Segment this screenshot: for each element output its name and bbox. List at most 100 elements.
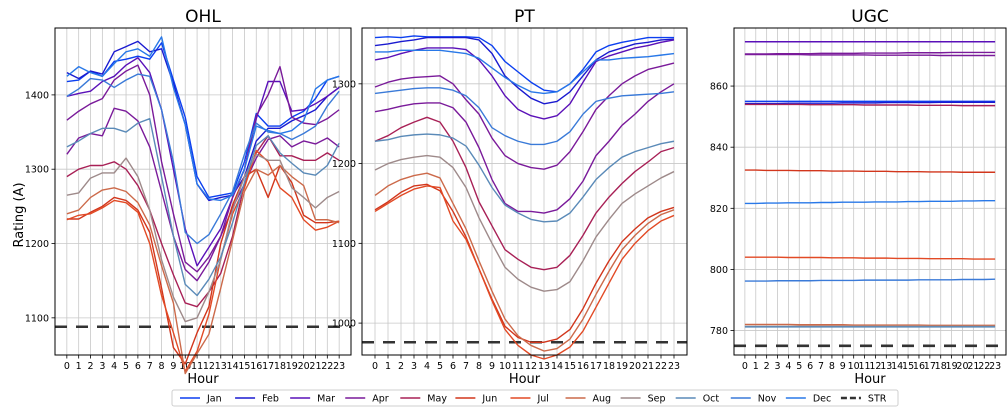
x-tick-label: 0: [372, 361, 378, 372]
x-tick-label: 21: [642, 361, 654, 372]
x-tick-label: 12: [525, 361, 537, 372]
x-tick-label: 0: [64, 361, 70, 372]
x-tick-label: 17: [590, 361, 602, 372]
x-tick-label: 22: [978, 361, 990, 372]
series-line: [66, 135, 340, 308]
x-tick-label: 22: [321, 361, 333, 372]
x-tick-label: 12: [869, 361, 881, 372]
x-tick-label: 11: [512, 361, 524, 372]
x-tick-label: 10: [179, 361, 191, 372]
y-tick-label: 820: [710, 204, 728, 215]
series-line: [744, 323, 996, 327]
series-line: [744, 103, 996, 107]
plot-frame: [54, 27, 352, 356]
x-tick-label: 15: [238, 361, 250, 372]
x-tick-label: 23: [989, 361, 1001, 372]
x-tick-label: 18: [603, 361, 615, 372]
x-tick-label: 19: [946, 361, 958, 372]
series-line: [374, 133, 675, 223]
y-tick-label: 860: [710, 82, 728, 93]
panel-title: OHL: [185, 7, 221, 27]
series-line: [66, 164, 340, 365]
y-tick-label: 1400: [25, 90, 49, 101]
panel-ugc: 0 1 2 3 4 5 6 7 8 9 101112131415161718192021222378…: [710, 7, 1007, 387]
series-line: [374, 83, 675, 214]
series-line: [744, 256, 996, 260]
x-tick-label: 7: [818, 361, 824, 372]
y-tick-label: 840: [710, 143, 728, 154]
legend-label: Sep: [648, 394, 666, 405]
x-tick-label: 21: [309, 361, 321, 372]
x-tick-label: 6: [807, 361, 813, 372]
x-tick-label: 10: [848, 361, 860, 372]
x-tick-label: 16: [250, 361, 262, 372]
x-tick-label: 2: [87, 361, 93, 372]
x-tick-label: 6: [135, 361, 141, 372]
x-tick-label: 20: [629, 361, 641, 372]
legend-box: [171, 389, 899, 407]
y-tick-label: 1200: [332, 159, 356, 170]
x-tick-label: 15: [902, 361, 914, 372]
legend-label: Feb: [262, 394, 279, 405]
series-line: [744, 278, 996, 282]
x-tick-label: 9: [840, 361, 846, 372]
series-line: [375, 49, 675, 95]
x-tick-label: 15: [564, 361, 576, 372]
series-line: [744, 169, 996, 173]
x-tick-label: 13: [538, 361, 550, 372]
x-tick-label: 17: [262, 361, 274, 372]
legend: Jan Feb Mar Apr May Jun Jul Aug Sep Oct Nov Dec STR: [171, 389, 899, 407]
x-tick-label: 8: [159, 361, 165, 372]
series-line: [374, 36, 675, 105]
x-tick-label: 14: [891, 361, 903, 372]
x-tick-label: 22: [655, 361, 667, 372]
panel-title: UGC: [851, 7, 889, 27]
x-tick-label: 14: [551, 361, 563, 372]
legend-label: Mar: [317, 394, 335, 405]
x-tick-label: 8: [829, 361, 835, 372]
series-line: [374, 62, 675, 170]
legend-label: Jul: [536, 394, 548, 405]
legend-label: Jun: [481, 394, 497, 405]
x-tick-label: 7: [463, 361, 469, 372]
x-tick-label: 5: [796, 361, 802, 372]
x-tick-label: 11: [191, 361, 203, 372]
x-tick-label: 3: [774, 361, 780, 372]
x-tick-label: 9: [170, 361, 176, 372]
legend-label: Aug: [593, 394, 612, 405]
series-line: [744, 101, 996, 105]
series-line: [66, 57, 340, 267]
series-line: [374, 87, 675, 146]
panel-pt: 0 1 2 3 4 5 6 7 8 9 10 11 12 13 14 15 16 17 18 19 20 21 22 2310…: [332, 7, 688, 387]
x-tick-label: 23: [668, 361, 680, 372]
x-tick-label: 5: [437, 361, 443, 372]
legend-label: Oct: [703, 394, 720, 405]
series-line: [66, 73, 340, 245]
series-line: [66, 153, 340, 323]
x-tick-label: 21: [967, 361, 979, 372]
legend-label: Apr: [372, 394, 389, 405]
series-line: [66, 36, 340, 202]
series-line: [66, 64, 340, 273]
series-line: [744, 53, 996, 57]
series-line: [374, 172, 675, 352]
x-tick-label: 8: [476, 361, 482, 372]
x-tick-label: 5: [123, 361, 129, 372]
legend-label: Dec: [813, 394, 831, 405]
series-line: [66, 117, 340, 297]
series-line: [66, 149, 340, 373]
y-tick-label: 1300: [332, 79, 356, 90]
x-tick-label: 14: [227, 361, 239, 372]
series-line: [744, 51, 996, 55]
x-tick-label: 13: [880, 361, 892, 372]
x-tick-label: 10: [499, 361, 511, 372]
x-tick-label: 4: [785, 361, 791, 372]
x-tick-label: 0: [742, 361, 748, 372]
series-line: [374, 116, 675, 271]
plot-frame: [733, 27, 1007, 356]
x-tick-label: 20: [956, 361, 968, 372]
panel-ohl: 0 1 2 3 4 5 6 7 8 9 10 11 12 13 14 15 16 17 18 19 20 21 22 2311…: [25, 7, 352, 387]
x-tick-label: 17: [924, 361, 936, 372]
x-axis-label: Hour: [854, 372, 886, 387]
